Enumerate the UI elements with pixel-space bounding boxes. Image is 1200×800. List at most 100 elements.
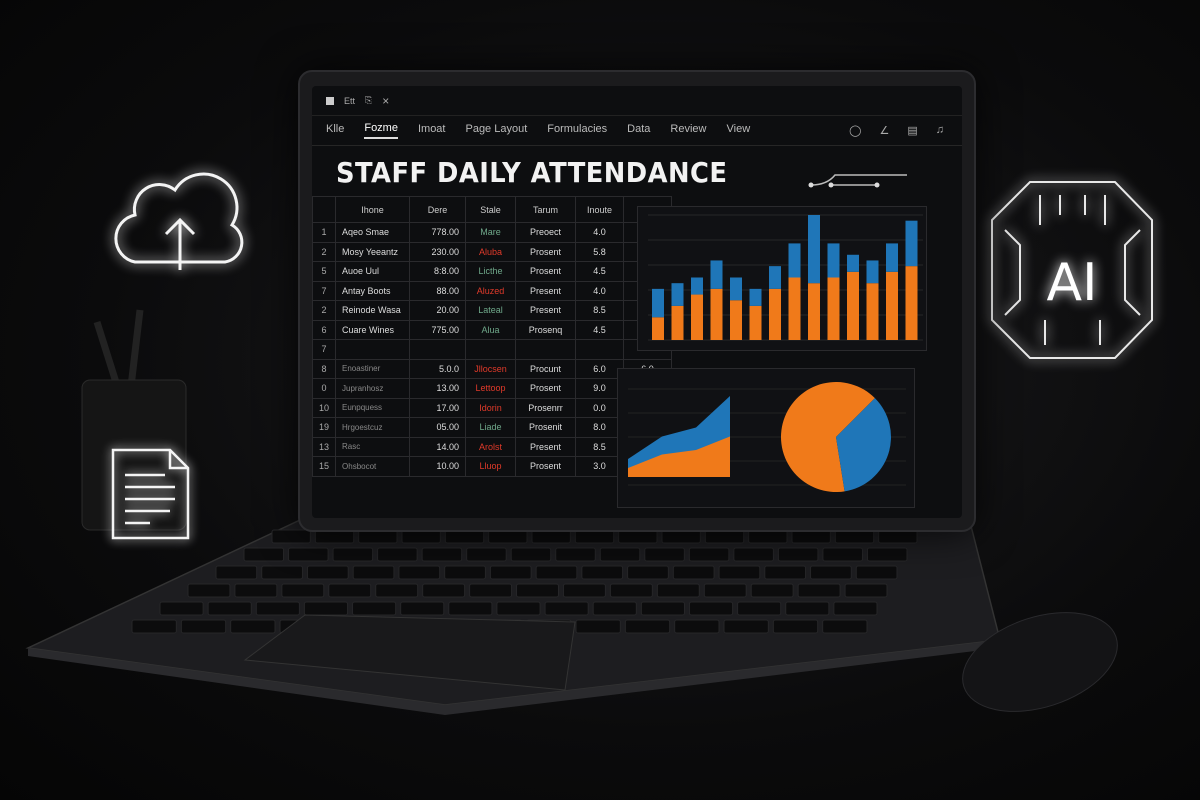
status-cell[interactable]: Liade xyxy=(465,417,517,438)
attendance-cell[interactable]: Present xyxy=(515,280,577,301)
status-cell[interactable]: Jllocsen xyxy=(465,358,517,379)
keyboard-key[interactable] xyxy=(672,565,715,580)
name-cell[interactable]: Antay Boots xyxy=(335,280,411,301)
keyboard-key[interactable] xyxy=(469,583,513,598)
value-cell[interactable]: 05.00 xyxy=(409,417,467,438)
value-cell[interactable]: 778.00 xyxy=(409,222,467,243)
keyboard-key[interactable] xyxy=(466,547,507,562)
keyboard-key[interactable] xyxy=(281,583,325,598)
status-cell[interactable]: Lettoop xyxy=(465,378,517,399)
row-number[interactable]: 8 xyxy=(312,358,337,379)
value-cell[interactable] xyxy=(409,339,467,360)
attendance-cell[interactable]: Prosenit xyxy=(515,417,577,438)
name-cell[interactable]: Aqeo Smae xyxy=(335,222,411,243)
keyboard-key[interactable] xyxy=(592,601,637,616)
hours-cell[interactable]: 4.0 xyxy=(575,280,625,301)
status-cell[interactable]: Lluop xyxy=(465,456,517,477)
attendance-cell[interactable]: Prosenrr xyxy=(515,397,577,418)
value-cell[interactable]: 13.00 xyxy=(409,378,467,399)
attendance-cell[interactable]: Prosent xyxy=(515,261,577,282)
keyboard-key[interactable] xyxy=(688,601,734,616)
name-cell[interactable]: Reinode Wasa xyxy=(335,300,411,321)
column-header[interactable]: Tarum xyxy=(515,196,577,223)
keyboard-key[interactable] xyxy=(609,583,653,598)
keyboard-key[interactable] xyxy=(640,601,685,616)
tab-home[interactable]: Fozme xyxy=(364,122,398,139)
keyboard-key[interactable] xyxy=(718,565,761,580)
keyboard-key[interactable] xyxy=(599,547,641,562)
row-number[interactable]: 2 xyxy=(312,300,337,321)
column-header[interactable]: Ihone xyxy=(335,196,411,223)
keyboard-key[interactable] xyxy=(398,565,441,580)
keyboard-key[interactable] xyxy=(375,583,419,598)
keyboard-key[interactable] xyxy=(230,619,276,634)
tab-review[interactable]: Review xyxy=(670,123,707,135)
name-cell[interactable]: Ohsbocot xyxy=(335,456,411,477)
row-number[interactable]: 7 xyxy=(312,339,337,360)
status-cell[interactable]: Mare xyxy=(465,222,517,243)
keyboard-key[interactable] xyxy=(215,565,258,580)
keyboard-key[interactable] xyxy=(688,547,730,562)
status-cell[interactable]: Idorin xyxy=(465,397,517,418)
keyboard-key[interactable] xyxy=(644,547,685,562)
value-cell[interactable]: 8:8.00 xyxy=(409,261,467,282)
keyboard-key[interactable] xyxy=(772,619,819,634)
name-cell[interactable]: Cuare Wines xyxy=(335,319,411,340)
keyboard-key[interactable] xyxy=(489,565,532,580)
keyboard-key[interactable] xyxy=(332,547,374,562)
value-cell[interactable]: 17.00 xyxy=(409,397,467,418)
keyboard-key[interactable] xyxy=(555,547,596,562)
titlebar-item[interactable]: Ett xyxy=(344,95,356,106)
keyboard-key[interactable] xyxy=(271,529,311,544)
card-icon[interactable]: ▤ xyxy=(907,125,918,137)
keyboard-key[interactable] xyxy=(703,583,747,598)
pin-icon[interactable]: ◯ xyxy=(849,125,862,137)
attendance-cell[interactable]: Present xyxy=(515,300,577,321)
keyboard-key[interactable] xyxy=(352,565,395,580)
row-number[interactable]: 7 xyxy=(312,280,337,301)
row-number[interactable]: 13 xyxy=(312,436,337,457)
row-number[interactable]: 5 xyxy=(312,261,337,282)
status-cell[interactable] xyxy=(465,339,517,360)
status-cell[interactable]: Licthe xyxy=(465,261,517,282)
keyboard-key[interactable] xyxy=(288,547,329,562)
hours-cell[interactable]: 8.5 xyxy=(575,300,625,321)
keyboard-key[interactable] xyxy=(855,565,898,580)
keyboard-key[interactable] xyxy=(159,601,204,616)
name-cell[interactable]: Rasc xyxy=(335,436,411,457)
keyboard-key[interactable] xyxy=(581,565,624,580)
value-cell[interactable]: 20.00 xyxy=(409,300,467,321)
column-header[interactable]: Inoute xyxy=(575,196,625,223)
keyboard-key[interactable] xyxy=(306,565,349,580)
attendance-cell[interactable]: Procunt xyxy=(515,358,577,379)
keyboard-key[interactable] xyxy=(822,619,868,634)
trackpad[interactable] xyxy=(243,614,576,691)
keyboard-key[interactable] xyxy=(833,601,878,616)
keyboard-key[interactable] xyxy=(866,547,908,562)
keyboard-key[interactable] xyxy=(496,601,541,616)
name-cell[interactable]: Enoastiner xyxy=(335,358,411,379)
attendance-cell[interactable]: Present xyxy=(515,436,577,457)
attendance-cell[interactable]: Prosenq xyxy=(515,319,577,340)
row-number[interactable]: 15 xyxy=(312,456,337,477)
name-cell[interactable]: Jupranhosz xyxy=(335,378,411,399)
keyboard-key[interactable] xyxy=(261,565,303,580)
keyboard-key[interactable] xyxy=(187,583,231,598)
status-cell[interactable]: Arolst xyxy=(465,436,517,457)
keyboard-key[interactable] xyxy=(723,619,769,634)
keyboard-key[interactable] xyxy=(624,619,671,634)
keyboard-key[interactable] xyxy=(627,565,669,580)
status-cell[interactable]: Alua xyxy=(465,319,517,340)
tab-file[interactable]: Klle xyxy=(326,123,345,135)
keyboard-key[interactable] xyxy=(234,583,278,598)
close-icon[interactable]: × xyxy=(382,93,390,108)
value-cell[interactable]: 5.0.0 xyxy=(409,358,467,379)
name-cell[interactable]: Mosy Yeeantz xyxy=(335,241,411,262)
tab-insert[interactable]: Imoat xyxy=(417,123,446,135)
keyboard-key[interactable] xyxy=(352,601,397,616)
keyboard-key[interactable] xyxy=(535,565,578,580)
status-cell[interactable]: Lateal xyxy=(465,300,517,321)
keyboard-key[interactable] xyxy=(328,583,372,598)
value-cell[interactable]: 14.00 xyxy=(409,436,467,457)
keyboard-key[interactable] xyxy=(180,619,227,634)
